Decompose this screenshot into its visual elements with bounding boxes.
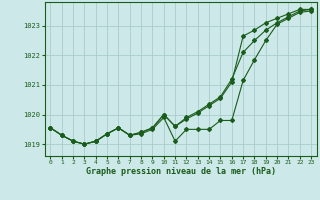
X-axis label: Graphe pression niveau de la mer (hPa): Graphe pression niveau de la mer (hPa) bbox=[86, 167, 276, 176]
